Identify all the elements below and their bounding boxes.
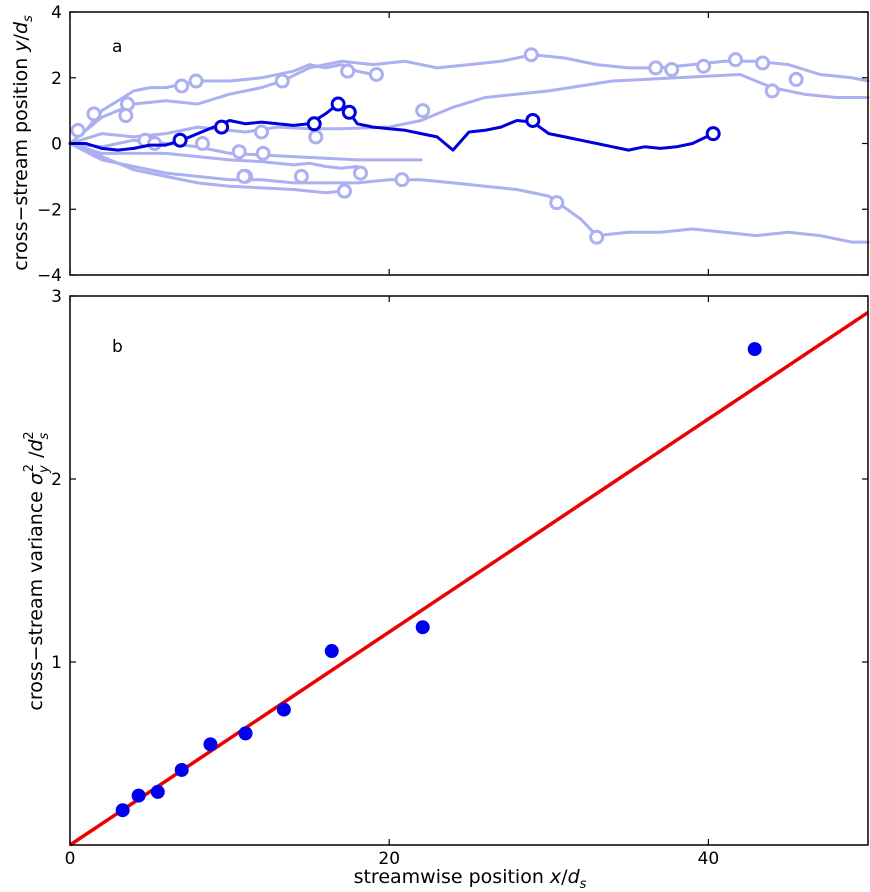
highlighted-trajectory-marker — [525, 112, 541, 128]
trajectory-marker — [308, 129, 324, 145]
trajectory-marker — [274, 73, 290, 89]
trajectory-marker — [188, 73, 204, 89]
trajectory-marker — [755, 55, 771, 71]
linear-fit-line — [69, 311, 869, 847]
trajectory-marker — [764, 83, 780, 99]
highlighted-trajectory-marker — [330, 96, 346, 112]
panel-a-y-ticks: −4 −2 0 2 4 — [37, 3, 868, 286]
trajectory-marker — [118, 108, 134, 124]
panel-b-x-axis-label: streamwise position x/ds — [354, 866, 587, 892]
trajectory-marker — [254, 124, 270, 140]
data-point — [115, 803, 130, 818]
data-point — [415, 620, 430, 635]
highlighted-trajectory-marker — [341, 104, 357, 120]
data-point — [203, 737, 218, 752]
panel-a-label: a — [112, 37, 122, 57]
panel-b-x-tick-label: 40 — [698, 849, 720, 869]
trajectory-marker — [664, 62, 680, 78]
trajectory-line — [68, 53, 870, 145]
trajectory-marker — [340, 63, 356, 79]
trajectory-line — [68, 142, 870, 244]
trajectory-marker — [368, 66, 384, 82]
panel-b-point-group — [115, 342, 762, 818]
trajectory-marker — [696, 58, 712, 74]
panel-a-y-axis-label: cross−stream position y/ds — [10, 15, 36, 271]
trajectory-marker — [293, 168, 309, 184]
trajectory-marker — [194, 136, 210, 151]
panel-a-marker-group — [68, 47, 804, 245]
panel-b-x-ticks: 0 20 40 — [65, 12, 720, 869]
trajectory-marker — [231, 144, 247, 160]
trajectory-marker — [415, 103, 431, 119]
trajectory-marker — [86, 106, 102, 122]
trajectory-marker — [147, 136, 163, 151]
panel-a-y-tick-label: −2 — [37, 200, 62, 220]
trajectory-line — [68, 142, 359, 170]
trajectory-marker — [337, 183, 353, 199]
trajectory-marker — [394, 172, 410, 188]
panel-b-x-tick-label: 20 — [378, 849, 400, 869]
panel-b-y-tick-label: 2 — [51, 470, 62, 490]
trajectory-line — [68, 73, 870, 145]
data-point — [150, 784, 165, 799]
trajectory-marker — [236, 168, 252, 184]
panel-b-label: b — [112, 337, 123, 357]
panel-a-series-group — [68, 53, 870, 244]
trajectory-marker — [523, 47, 539, 63]
panel-b-y-ticks: 1 2 3 — [51, 287, 868, 673]
panel-b-y-tick-label: 1 — [51, 653, 62, 673]
panel-a-y-tick-label: 4 — [51, 3, 62, 23]
panel-a-trajectories: −4 −2 0 2 4 a cross−stream position y/ds — [10, 3, 870, 286]
trajectory-marker — [174, 78, 190, 94]
data-point — [324, 644, 339, 659]
trajectory-marker — [788, 71, 804, 87]
panel-a-y-tick-label: −4 — [37, 266, 62, 286]
data-point — [747, 342, 762, 357]
trajectory-marker — [648, 60, 664, 76]
trajectory-marker — [352, 165, 368, 181]
panel-b-variance: 123 0 20 40 b cross−stream variance σy2 /d… — [22, 12, 869, 892]
panel-b-y-axis-label: cross−stream variance σy2 /ds2 — [22, 431, 52, 710]
panel-b-y-tick-label: 3 — [51, 287, 62, 307]
panel-a-y-tick-label: 0 — [51, 135, 62, 155]
highlighted-trajectory-marker — [705, 126, 721, 142]
data-point — [276, 702, 291, 717]
highlighted-trajectory-marker — [306, 116, 322, 132]
trajectory-marker — [255, 145, 271, 161]
panel-a-y-tick-label: 2 — [51, 69, 62, 89]
highlighted-trajectory-marker — [214, 119, 230, 135]
trajectory-marker — [549, 195, 565, 211]
data-point — [238, 726, 253, 741]
data-point — [131, 788, 146, 803]
panel-b-x-tick-label: 0 — [65, 849, 76, 869]
trajectory-marker — [589, 229, 605, 245]
trajectory-marker — [70, 122, 86, 138]
trajectory-marker — [728, 52, 744, 68]
highlighted-trajectory-marker — [172, 132, 188, 148]
trajectory-line — [68, 142, 343, 195]
panel-b-frame — [69, 295, 869, 846]
data-point — [174, 762, 189, 777]
